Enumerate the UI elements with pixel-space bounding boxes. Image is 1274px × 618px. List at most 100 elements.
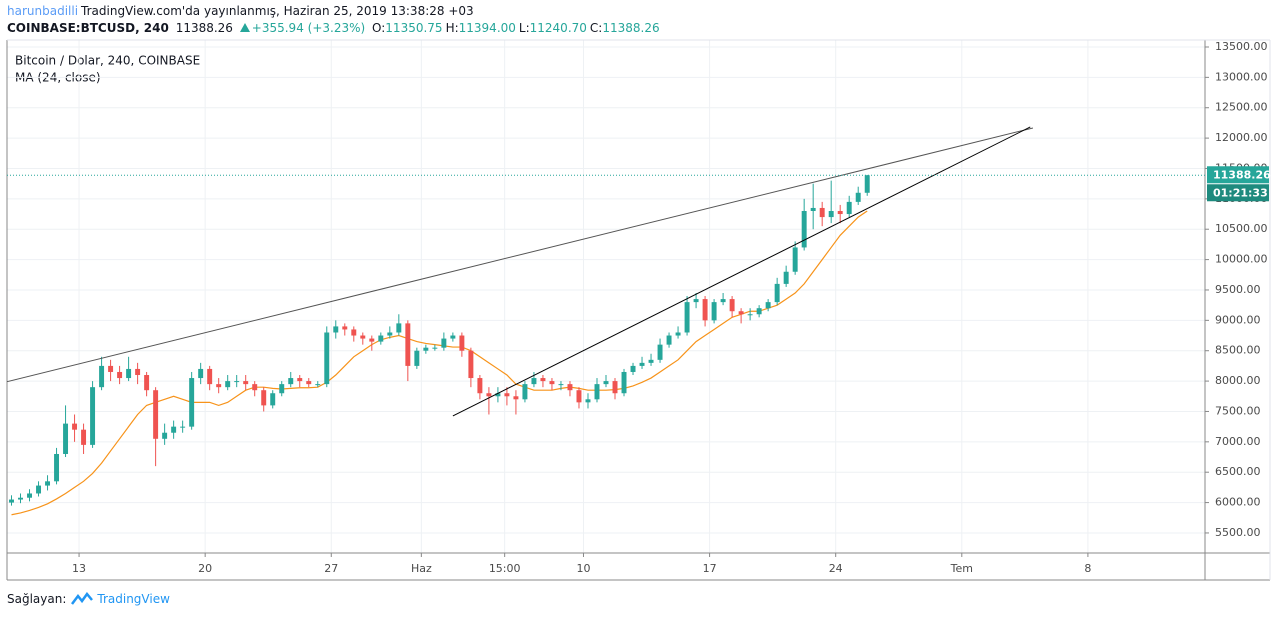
x-tick-label: 13 (72, 562, 86, 575)
countdown: 01:21:33 (1213, 186, 1268, 199)
ohlc-value: 11388.26 (602, 21, 660, 35)
x-tick-label: 15:00 (489, 562, 521, 575)
candle-body (522, 384, 528, 400)
candle-body (819, 207, 825, 218)
chart-title: Bitcoin / Dolar, 240, COINBASE (15, 54, 200, 68)
provider[interactable]: TradingView (97, 592, 170, 606)
candle-body (261, 390, 267, 406)
candle-body (279, 384, 285, 394)
symbol: COINBASE:BTCUSD, 240 (7, 21, 169, 35)
candle-body (702, 299, 708, 321)
candle-body (711, 302, 717, 321)
candle-body (18, 497, 23, 500)
candle-body (657, 344, 663, 360)
y-tick-label: 7000.00 (1215, 435, 1261, 448)
candle-body (423, 347, 429, 351)
candle-body (63, 423, 69, 454)
candle-body (225, 381, 231, 388)
candle-body (855, 192, 861, 202)
candle-body (576, 390, 582, 403)
candle-body (126, 368, 132, 379)
candle-body (108, 365, 114, 372)
x-tick-label: 17 (703, 562, 717, 575)
candle-body (306, 381, 312, 385)
candle-body (747, 314, 753, 316)
candle-body (729, 299, 735, 312)
ohlc-value: 11350.75 (385, 21, 443, 35)
candle-body (603, 381, 609, 385)
published: TradingView.com'da yayınlanmış, Haziran … (81, 4, 474, 18)
ohlc-value: 11240.70 (529, 21, 587, 35)
candle-body (162, 432, 168, 439)
candle-body (135, 368, 141, 376)
candle-body (378, 335, 384, 342)
candle-body (621, 371, 627, 394)
ohlc-label: H: (445, 21, 459, 35)
x-tick-label: 8 (1084, 562, 1091, 575)
candle-body (27, 493, 32, 498)
candle-body (639, 362, 645, 366)
candle-body (675, 332, 681, 336)
candle-body (648, 359, 654, 363)
x-tick-label: Haz (411, 562, 432, 575)
candle-body (198, 368, 204, 379)
ohlc: O:11350.75 H:11394.00 L:11240.70 C:11388.26 (372, 21, 663, 35)
candle-body (549, 381, 555, 385)
candle-body (792, 247, 798, 272)
countdown-box (1207, 184, 1269, 202)
candle-body (504, 393, 510, 397)
candle-body (684, 302, 690, 333)
tv-logo (71, 592, 94, 605)
chart: Bitcoin / Dolar, 240, COINBASE MA (24, c… (6, 39, 1271, 581)
footer: Sağlayan: TradingView (7, 592, 170, 606)
x-tick-label: 27 (324, 562, 338, 575)
y-tick-label: 13500.00 (1215, 40, 1268, 53)
candle-body (180, 426, 186, 428)
ohlc-label: O: (372, 21, 386, 35)
candle-body (801, 211, 807, 248)
candle-body (531, 378, 537, 385)
candle-body (630, 365, 636, 372)
candle-body (144, 375, 150, 391)
candle-body (45, 481, 51, 486)
quote-line: COINBASE:BTCUSD, 240 11388.26 +355.94 (+… (7, 21, 666, 35)
candle-body (54, 453, 60, 482)
candle-body (459, 335, 465, 351)
candle-body (270, 393, 276, 406)
candle-body (612, 381, 618, 394)
candle-body (828, 211, 834, 218)
candle-body (567, 384, 573, 391)
candle-body (837, 211, 843, 215)
candle-body (558, 384, 564, 386)
candle-body (396, 323, 402, 333)
x-tick-label: 10 (576, 562, 590, 575)
candle-body (207, 368, 213, 385)
trend-line (6, 127, 1034, 383)
candle-body (585, 399, 591, 403)
candle-body (117, 371, 123, 379)
candle-body (342, 326, 348, 330)
candle-body (99, 365, 105, 388)
y-tick-label: 9500.00 (1215, 283, 1261, 296)
candle-body (324, 332, 330, 385)
candle-body (693, 299, 699, 303)
candle-body (360, 335, 366, 339)
trend-line (452, 126, 1031, 417)
candle-body (90, 387, 96, 445)
candle-body (36, 485, 42, 494)
candle-body (477, 378, 483, 394)
x-tick-label: Tem (950, 562, 973, 575)
footer-label: Sağlayan: (7, 592, 67, 606)
candle-body (846, 201, 852, 215)
y-tick-label: 8500.00 (1215, 344, 1261, 357)
x-tick-label: 24 (829, 562, 843, 575)
author[interactable]: harunbadilli (7, 4, 79, 18)
ohlc-value: 11394.00 (458, 21, 516, 35)
candle-body (153, 390, 159, 439)
y-tick-label: 12000.00 (1215, 131, 1268, 144)
y-tick-label: 13000.00 (1215, 70, 1268, 83)
y-tick-label: 6500.00 (1215, 465, 1261, 478)
candle-body (72, 423, 78, 430)
candle-body (540, 378, 546, 382)
